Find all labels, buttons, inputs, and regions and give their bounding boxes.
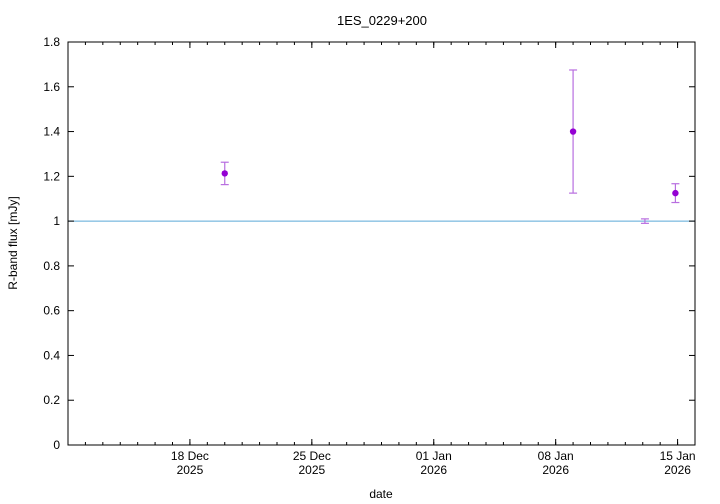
y-tick-label: 0.8: [43, 259, 60, 273]
y-tick-label: 1.4: [43, 125, 60, 139]
y-tick-label: 0: [53, 438, 60, 452]
x-tick-label-year: 2025: [177, 463, 204, 477]
y-axis-label: R-band flux [mJy]: [6, 196, 20, 289]
x-tick-label-year: 2026: [420, 463, 447, 477]
x-tick-label-year: 2025: [298, 463, 325, 477]
y-tick-label: 1.2: [43, 169, 60, 183]
data-point: [569, 128, 577, 135]
x-tick-label-year: 2026: [664, 463, 691, 477]
y-tick-label: 0.6: [43, 304, 60, 318]
y-tick-label: 0.2: [43, 393, 60, 407]
x-tick-label-year: 2026: [542, 463, 569, 477]
x-tick-label-day: 25 Dec: [293, 449, 331, 463]
data-point: [221, 170, 228, 177]
x-tick-label-day: 18 Dec: [171, 449, 209, 463]
chart-title: 1ES_0229+200: [337, 13, 427, 28]
data-point: [672, 189, 679, 197]
x-tick-label-day: 08 Jan: [538, 449, 574, 463]
y-tick-label: 1.8: [43, 35, 60, 49]
y-tick-label: 1.6: [43, 80, 60, 94]
x-tick-label-day: 01 Jan: [416, 449, 452, 463]
x-axis-label: date: [369, 487, 393, 501]
y-tick-label: 0.4: [43, 348, 60, 362]
x-tick-label-day: 15 Jan: [660, 449, 696, 463]
y-tick-label: 1: [53, 214, 60, 228]
